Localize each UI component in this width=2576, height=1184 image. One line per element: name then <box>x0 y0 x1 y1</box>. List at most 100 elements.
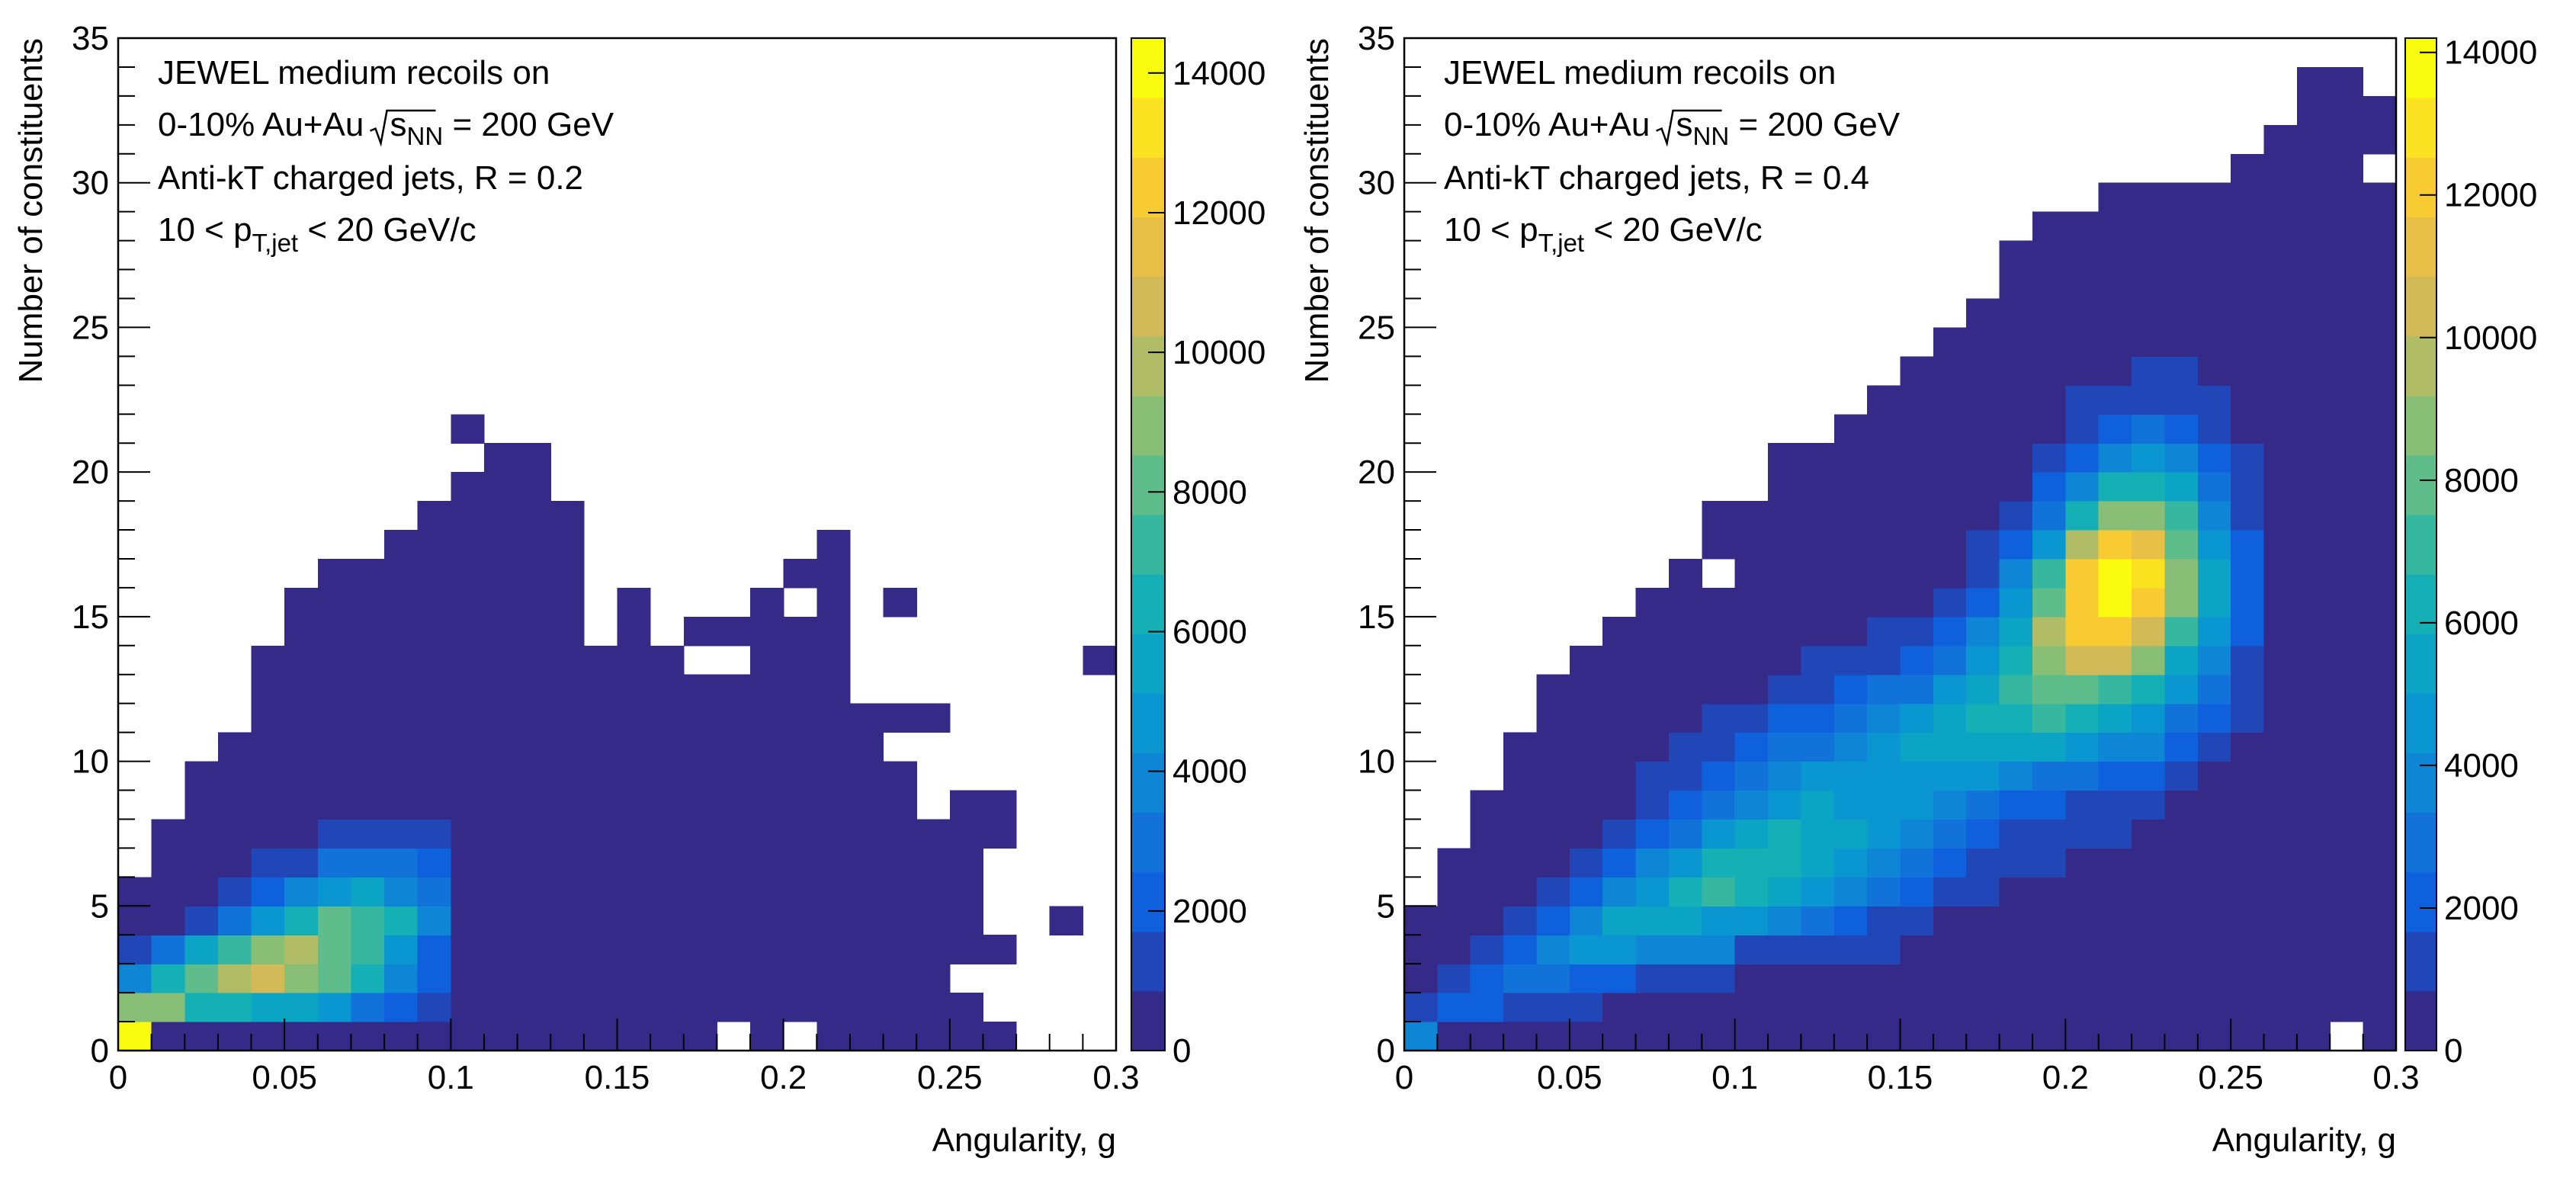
heatmap-cell <box>2197 269 2231 300</box>
heatmap-cell <box>1437 848 1471 878</box>
heatmap-cell <box>583 877 618 906</box>
heatmap-cell <box>251 703 285 733</box>
heatmap-cell <box>1801 819 1835 849</box>
heatmap-cell <box>750 616 784 647</box>
heatmap-cell <box>1801 443 1835 473</box>
heatmap-cell <box>2197 645 2231 675</box>
heatmap-cell <box>2032 616 2066 647</box>
colorbar-level <box>1131 217 1165 278</box>
heatmap-cell <box>1933 790 1967 820</box>
heatmap-cell <box>384 790 419 820</box>
heatmap-cell <box>2164 761 2199 791</box>
heatmap-cell <box>217 848 252 878</box>
heatmap-cell <box>1668 993 1702 1022</box>
heatmap-cell <box>1966 790 2000 820</box>
heatmap-cell <box>2296 211 2331 242</box>
heatmap-cell <box>151 993 185 1022</box>
heatmap-cell <box>2164 819 2199 849</box>
heatmap-cell <box>1635 732 1670 762</box>
heatmap-cell <box>2296 964 2331 993</box>
heatmap-cell <box>2065 645 2100 675</box>
heatmap-cell <box>2032 877 2066 906</box>
heatmap-cell <box>2263 269 2298 300</box>
heatmap-cell <box>1801 558 1835 589</box>
heatmap-cell <box>317 703 352 733</box>
y-tick-label: 35 <box>1358 20 1395 57</box>
heatmap-cell <box>1833 761 1868 791</box>
heatmap-cell <box>683 616 717 647</box>
heatmap-cell <box>2065 703 2100 733</box>
heatmap-cell <box>483 587 518 618</box>
heatmap-cell <box>1569 732 1603 762</box>
heatmap-cell <box>550 703 585 733</box>
heatmap-cell <box>118 935 152 964</box>
heatmap-cell <box>451 790 485 820</box>
heatmap-cell <box>384 674 419 704</box>
x-axis-title: Angularity, g <box>932 1121 1116 1159</box>
heatmap-cell <box>1602 732 1637 762</box>
heatmap-cell <box>1536 906 1570 935</box>
heatmap-cell <box>2330 732 2364 762</box>
heatmap-cell <box>1999 587 2033 618</box>
annotation-jet-definition: Anti-kT charged jets, R = 0.4 <box>1444 159 1869 197</box>
heatmap-cell <box>1867 530 1901 560</box>
heatmap-cell <box>1999 501 2033 531</box>
heatmap-cell <box>1470 848 1504 878</box>
heatmap-cell <box>2330 993 2364 1022</box>
colorbar-level <box>2405 574 2436 634</box>
heatmap-cell <box>483 443 518 473</box>
heatmap-cell <box>1999 906 2033 935</box>
heatmap-cell <box>916 877 951 906</box>
heatmap-cell <box>783 674 817 704</box>
heatmap-cell <box>2363 848 2397 878</box>
heatmap-cell <box>317 819 352 849</box>
heatmap-cell <box>1833 558 1868 589</box>
y-tick-label: 5 <box>1377 887 1395 925</box>
colorbar-level <box>2405 931 2436 992</box>
heatmap-cell <box>1999 530 2033 560</box>
heatmap-cell <box>717 964 751 993</box>
heatmap-cell <box>483 501 518 531</box>
heatmap-cell <box>916 993 951 1022</box>
colorbar-level <box>1131 38 1165 98</box>
heatmap-cell <box>1999 385 2033 415</box>
heatmap-cell <box>2197 182 2231 213</box>
heatmap-cell <box>849 819 884 849</box>
heatmap-cell <box>1734 906 1769 935</box>
heatmap-cell <box>816 790 851 820</box>
heatmap-cell <box>251 674 285 704</box>
heatmap-cell <box>550 501 585 531</box>
heatmap-cell <box>317 674 352 704</box>
heatmap-cell <box>2330 124 2364 155</box>
heatmap-cell <box>1635 993 1670 1022</box>
heatmap-cell <box>1569 877 1603 906</box>
heatmap-cell <box>2363 993 2397 1022</box>
heatmap-cell <box>1867 1022 1901 1051</box>
heatmap-cell <box>683 674 717 704</box>
heatmap-cell <box>617 790 651 820</box>
colorbar-level <box>1131 990 1165 1051</box>
heatmap-cell <box>417 616 451 647</box>
heatmap-cell <box>2231 240 2265 271</box>
heatmap-cell <box>1668 616 1702 647</box>
heatmap-cell <box>2330 182 2364 213</box>
heatmap-cell <box>683 819 717 849</box>
heatmap-cell <box>1702 501 1736 531</box>
heatmap-cell <box>1470 819 1504 849</box>
heatmap-cell <box>217 790 252 820</box>
heatmap-cell <box>1569 703 1603 733</box>
heatmap-cell <box>816 906 851 935</box>
heatmap-cell <box>417 645 451 675</box>
heatmap-cell <box>2197 674 2231 704</box>
heatmap-cell <box>2164 906 2199 935</box>
heatmap-cell <box>2197 616 2231 647</box>
heatmap-cell <box>2065 616 2100 647</box>
colorbar-level <box>2405 454 2436 515</box>
heatmap-cell <box>1702 587 1736 618</box>
heatmap-cell <box>2065 732 2100 762</box>
heatmap-cell <box>217 993 252 1022</box>
heatmap-cell <box>1536 848 1570 878</box>
heatmap-cell <box>2164 182 2199 213</box>
heatmap-cell <box>2098 269 2132 300</box>
heatmap-cell <box>2032 530 2066 560</box>
